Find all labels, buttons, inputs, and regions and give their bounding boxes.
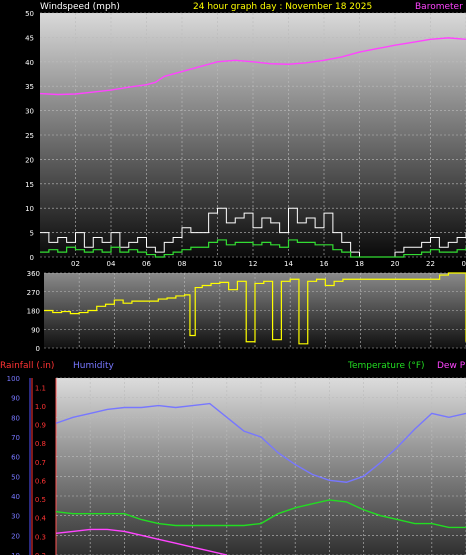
rain-y-tick-label: 0.2 bbox=[35, 552, 46, 555]
wind-axis-title: Windspeed (mph) bbox=[40, 2, 120, 12]
wind-x-tick-label: 00 bbox=[462, 260, 466, 268]
humidity-y-tick-label: 90 bbox=[11, 395, 20, 403]
humidity-axis-title: Humidity bbox=[73, 361, 114, 371]
wind-y-tick-label: 5 bbox=[30, 230, 34, 238]
wind-average-line bbox=[40, 239, 466, 258]
wind-y-tick-label: 15 bbox=[25, 181, 34, 189]
wind-x-tick-label: 04 bbox=[107, 260, 116, 268]
humidity-y-tick-label: 10 bbox=[11, 552, 20, 555]
temperature-axis-title: Temperature (°F) bbox=[347, 361, 425, 371]
wind-gust-line bbox=[40, 207, 466, 258]
wind-y-tick-label: 25 bbox=[25, 132, 34, 140]
humidity-y-tick-label: 40 bbox=[11, 493, 20, 501]
wind-y-tick-label: 45 bbox=[25, 34, 34, 42]
temperature-line bbox=[55, 499, 466, 529]
wind-x-tick-label: 08 bbox=[178, 260, 187, 268]
wind-x-tick-label: 20 bbox=[391, 260, 400, 268]
direction-y-tick-label: 360 bbox=[27, 270, 40, 278]
wind-direction-line bbox=[44, 272, 466, 345]
wind-y-tick-label: 10 bbox=[25, 205, 34, 213]
direction-y-tick-label: 90 bbox=[31, 326, 40, 334]
direction-y-tick-label: 270 bbox=[27, 289, 40, 297]
rain-y-tick-label: 1.1 bbox=[35, 384, 46, 392]
wind-x-tick-label: 16 bbox=[320, 260, 329, 268]
graph-date-title: 24 hour graph day : November 18 2025 bbox=[193, 2, 372, 12]
humidity-y-tick-label: 30 bbox=[11, 513, 20, 521]
wind-series bbox=[39, 37, 466, 258]
humidity-y-tick-label: 20 bbox=[11, 532, 20, 540]
dewpoint-line bbox=[55, 528, 227, 555]
wind-x-tick-label: 10 bbox=[213, 260, 222, 268]
barometer-axis-title: Barometer bbox=[415, 2, 463, 12]
rain-y-tick-label: 0.7 bbox=[35, 459, 46, 467]
direction-series bbox=[44, 272, 466, 345]
wind-x-tick-label: 06 bbox=[142, 260, 151, 268]
wind-x-tick-label: 22 bbox=[426, 260, 435, 268]
wind-y-tick-label: 20 bbox=[25, 156, 34, 164]
rain-y-tick-label: 0.3 bbox=[35, 533, 46, 541]
wind-y-tick-label: 50 bbox=[25, 10, 34, 18]
dewpoint-axis-title: Dew P bbox=[437, 361, 466, 371]
direction-y-tick-label: 0 bbox=[36, 345, 40, 353]
wind-x-tick-label: 18 bbox=[355, 260, 364, 268]
wind-grid bbox=[40, 12, 466, 258]
direction-y-ticks: 0 90 180 270 360 bbox=[27, 270, 40, 353]
wind-x-tick-label: 14 bbox=[284, 260, 293, 268]
temp-humidity-series bbox=[55, 402, 466, 555]
wind-y-tick-label: 35 bbox=[25, 83, 34, 91]
direction-y-tick-label: 180 bbox=[27, 308, 40, 316]
wind-y-tick-label: 40 bbox=[25, 59, 34, 67]
rain-y-tick-label: 0.9 bbox=[35, 422, 46, 430]
rain-y-tick-label: 0.4 bbox=[35, 515, 47, 523]
rain-y-tick-label: 0.6 bbox=[35, 477, 47, 485]
temp-humidity-y-ticks: 10 20 30 40 50 60 70 80 90 100 0.2 0.3 0.4 0.5 0.6 0.7 0… bbox=[7, 375, 47, 555]
barometer-line bbox=[39, 37, 466, 96]
rain-y-tick-label: 1.0 bbox=[35, 403, 46, 411]
humidity-y-tick-label: 70 bbox=[11, 434, 20, 442]
humidity-y-tick-label: 100 bbox=[7, 375, 20, 383]
humidity-y-tick-label: 60 bbox=[11, 454, 20, 462]
wind-x-tick-label: 12 bbox=[249, 260, 258, 268]
wind-x-ticks: 02 04 06 08 10 12 14 16 18 20 22 00 bbox=[71, 260, 466, 268]
wind-y-ticks: 0 5 10 15 20 25 30 35 40 45 50 bbox=[25, 10, 34, 262]
humidity-y-tick-label: 50 bbox=[11, 473, 20, 481]
humidity-line bbox=[55, 402, 466, 483]
wind-y-tick-label: 30 bbox=[25, 108, 34, 116]
wind-y-tick-label: 0 bbox=[30, 254, 34, 262]
humidity-y-tick-label: 80 bbox=[11, 414, 20, 422]
wind-x-tick-label: 02 bbox=[71, 260, 80, 268]
rain-y-tick-label: 0.5 bbox=[35, 496, 46, 504]
rainfall-axis-title: Rainfall (.in) bbox=[0, 361, 54, 371]
rain-y-tick-label: 0.8 bbox=[35, 440, 46, 448]
temp-humidity-grid bbox=[56, 377, 466, 555]
